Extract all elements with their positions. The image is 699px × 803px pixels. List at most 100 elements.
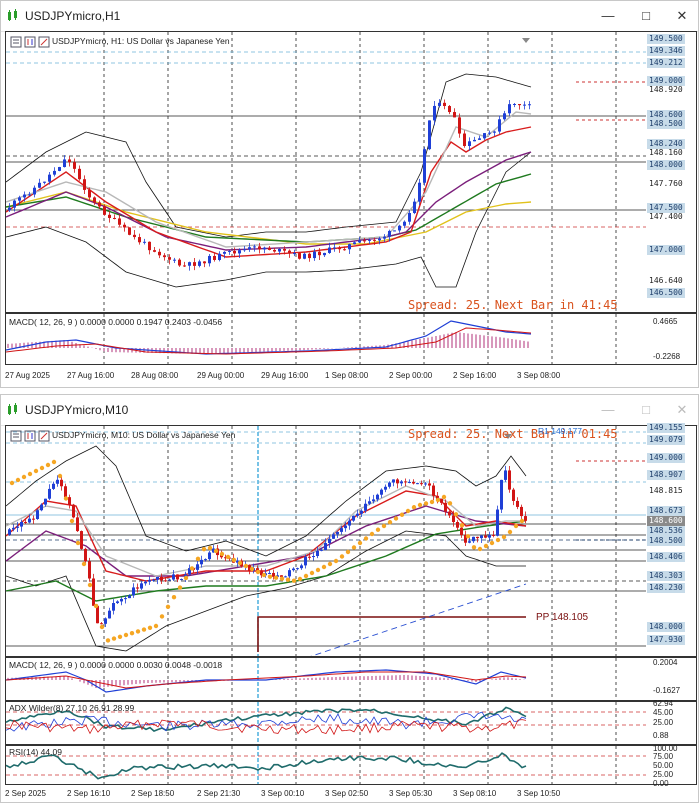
candle [403,221,406,226]
candle [276,575,279,577]
adx-main-line [6,706,527,733]
chart-window-h1[interactable]: USDJPYmicro,H1 — □ ✕ USDJPYmicro, H1: US… [0,0,699,388]
candle [424,483,427,485]
candle [328,538,331,544]
candle [460,527,463,536]
candle [128,595,131,599]
candle [140,583,143,589]
time-label: 28 Aug 08:00 [131,371,179,380]
candle [504,470,507,480]
parabolic-sar-dot [159,614,165,619]
candle [193,262,196,266]
candle [212,548,215,553]
candle [108,214,111,218]
candle [88,189,91,198]
price-label: 148.240 [647,139,685,149]
candle [436,495,439,499]
candle [33,187,36,195]
candle [43,181,46,183]
chart-window-m10[interactable]: USDJPYmicro,M10 — □ ✕ USDJPYmicro, M10: … [0,394,699,803]
candle [443,102,446,107]
parabolic-sar-dot [135,629,141,634]
price-label: 148.673 [647,506,685,516]
parabolic-sar-dot [273,575,279,580]
candle [148,580,151,582]
parabolic-sar-dot [255,569,261,575]
price-label: 148.907 [647,470,685,480]
candle [303,253,306,259]
time-label: 3 Sep 00:10 [261,789,305,798]
candle [352,515,355,521]
maximize-button[interactable]: □ [642,402,650,417]
candle [433,105,436,121]
candle [516,500,519,507]
candle [176,574,179,580]
pp-label: PP 148.105 [536,612,589,623]
candle [296,568,299,570]
candle [323,252,326,256]
candle [420,483,423,485]
candle [388,230,391,237]
candle [103,206,106,215]
time-label: 2 Sep 16:00 [453,371,497,380]
macd-scale-bottom: -0.2268 [653,352,681,361]
candle [518,103,521,106]
time-label: 1 Sep 08:00 [325,371,369,380]
adx-label: ADX Wilder(8) 27.10 26.91 28.99 [9,703,135,713]
indicator-scale-label: 75.00 [653,752,674,761]
candle [64,486,67,498]
parabolic-sar-dot [9,480,15,486]
candle [388,482,391,487]
parabolic-sar-dot [393,516,399,521]
candle [448,511,451,516]
candle [44,498,47,505]
candle [48,174,51,182]
parabolic-sar-dot [261,572,267,578]
candle [183,265,186,267]
time-label: 3 Sep 10:50 [517,789,561,798]
maximize-button[interactable]: □ [642,8,650,23]
candle [204,559,207,561]
candle [313,251,316,259]
parabolic-sar-dot [39,465,45,471]
window-titlebar[interactable]: USDJPYmicro,M10 — □ ✕ [1,395,698,426]
macd-pane[interactable]: MACD( 12, 26, 9 ) 0.0000 0.0000 0.1947 0… [5,313,697,365]
time-label: 3 Sep 02:50 [325,789,369,798]
minimize-button[interactable]: — [601,8,615,23]
macd-pane[interactable]: MACD( 12, 26, 9 ) 0.0000 0.0000 0.0030 0… [5,657,697,701]
candle [163,255,166,258]
candle [80,531,83,549]
rsi-chart [6,746,646,784]
minimize-button[interactable]: — [601,402,615,417]
candle [338,247,341,250]
indicator-scale-label: 45.00 [653,708,674,717]
ma-purple [6,151,532,251]
candle [292,568,295,571]
candle [156,576,159,580]
close-button[interactable]: ✕ [676,8,688,23]
candle [413,201,416,214]
candle [248,565,251,571]
candle [268,572,271,574]
chart-tool-icons [10,35,54,53]
candle [173,259,176,261]
indicator-scale-label: 0.88 [653,731,669,740]
rsi-pane[interactable]: RSI(14) 44.09 [5,745,697,785]
candle [428,120,431,150]
candle [238,250,241,254]
parabolic-sar-dot [357,540,363,546]
adx-pane[interactable]: ADX Wilder(8) 27.10 26.91 28.99 [5,701,697,745]
parabolic-sar-dot [231,557,237,563]
parabolic-sar-dot [153,623,159,629]
candle [233,250,236,254]
chart-window-icon [8,403,17,415]
candle [416,483,419,485]
spread-label: Spread: 25. Next Bar in 01:45 [408,427,618,441]
window-titlebar[interactable]: USDJPYmicro,H1 — □ ✕ [1,1,698,32]
price-pane[interactable]: USDJPYmicro, M10: US Dollar vs Japanese … [5,425,697,657]
price-pane[interactable]: USDJPYmicro, H1: US Dollar vs Japanese Y… [5,31,697,313]
time-label: 29 Aug 16:00 [261,371,309,380]
parabolic-sar-dot [327,561,333,567]
close-button[interactable]: ✕ [676,402,688,417]
candle [72,504,75,518]
